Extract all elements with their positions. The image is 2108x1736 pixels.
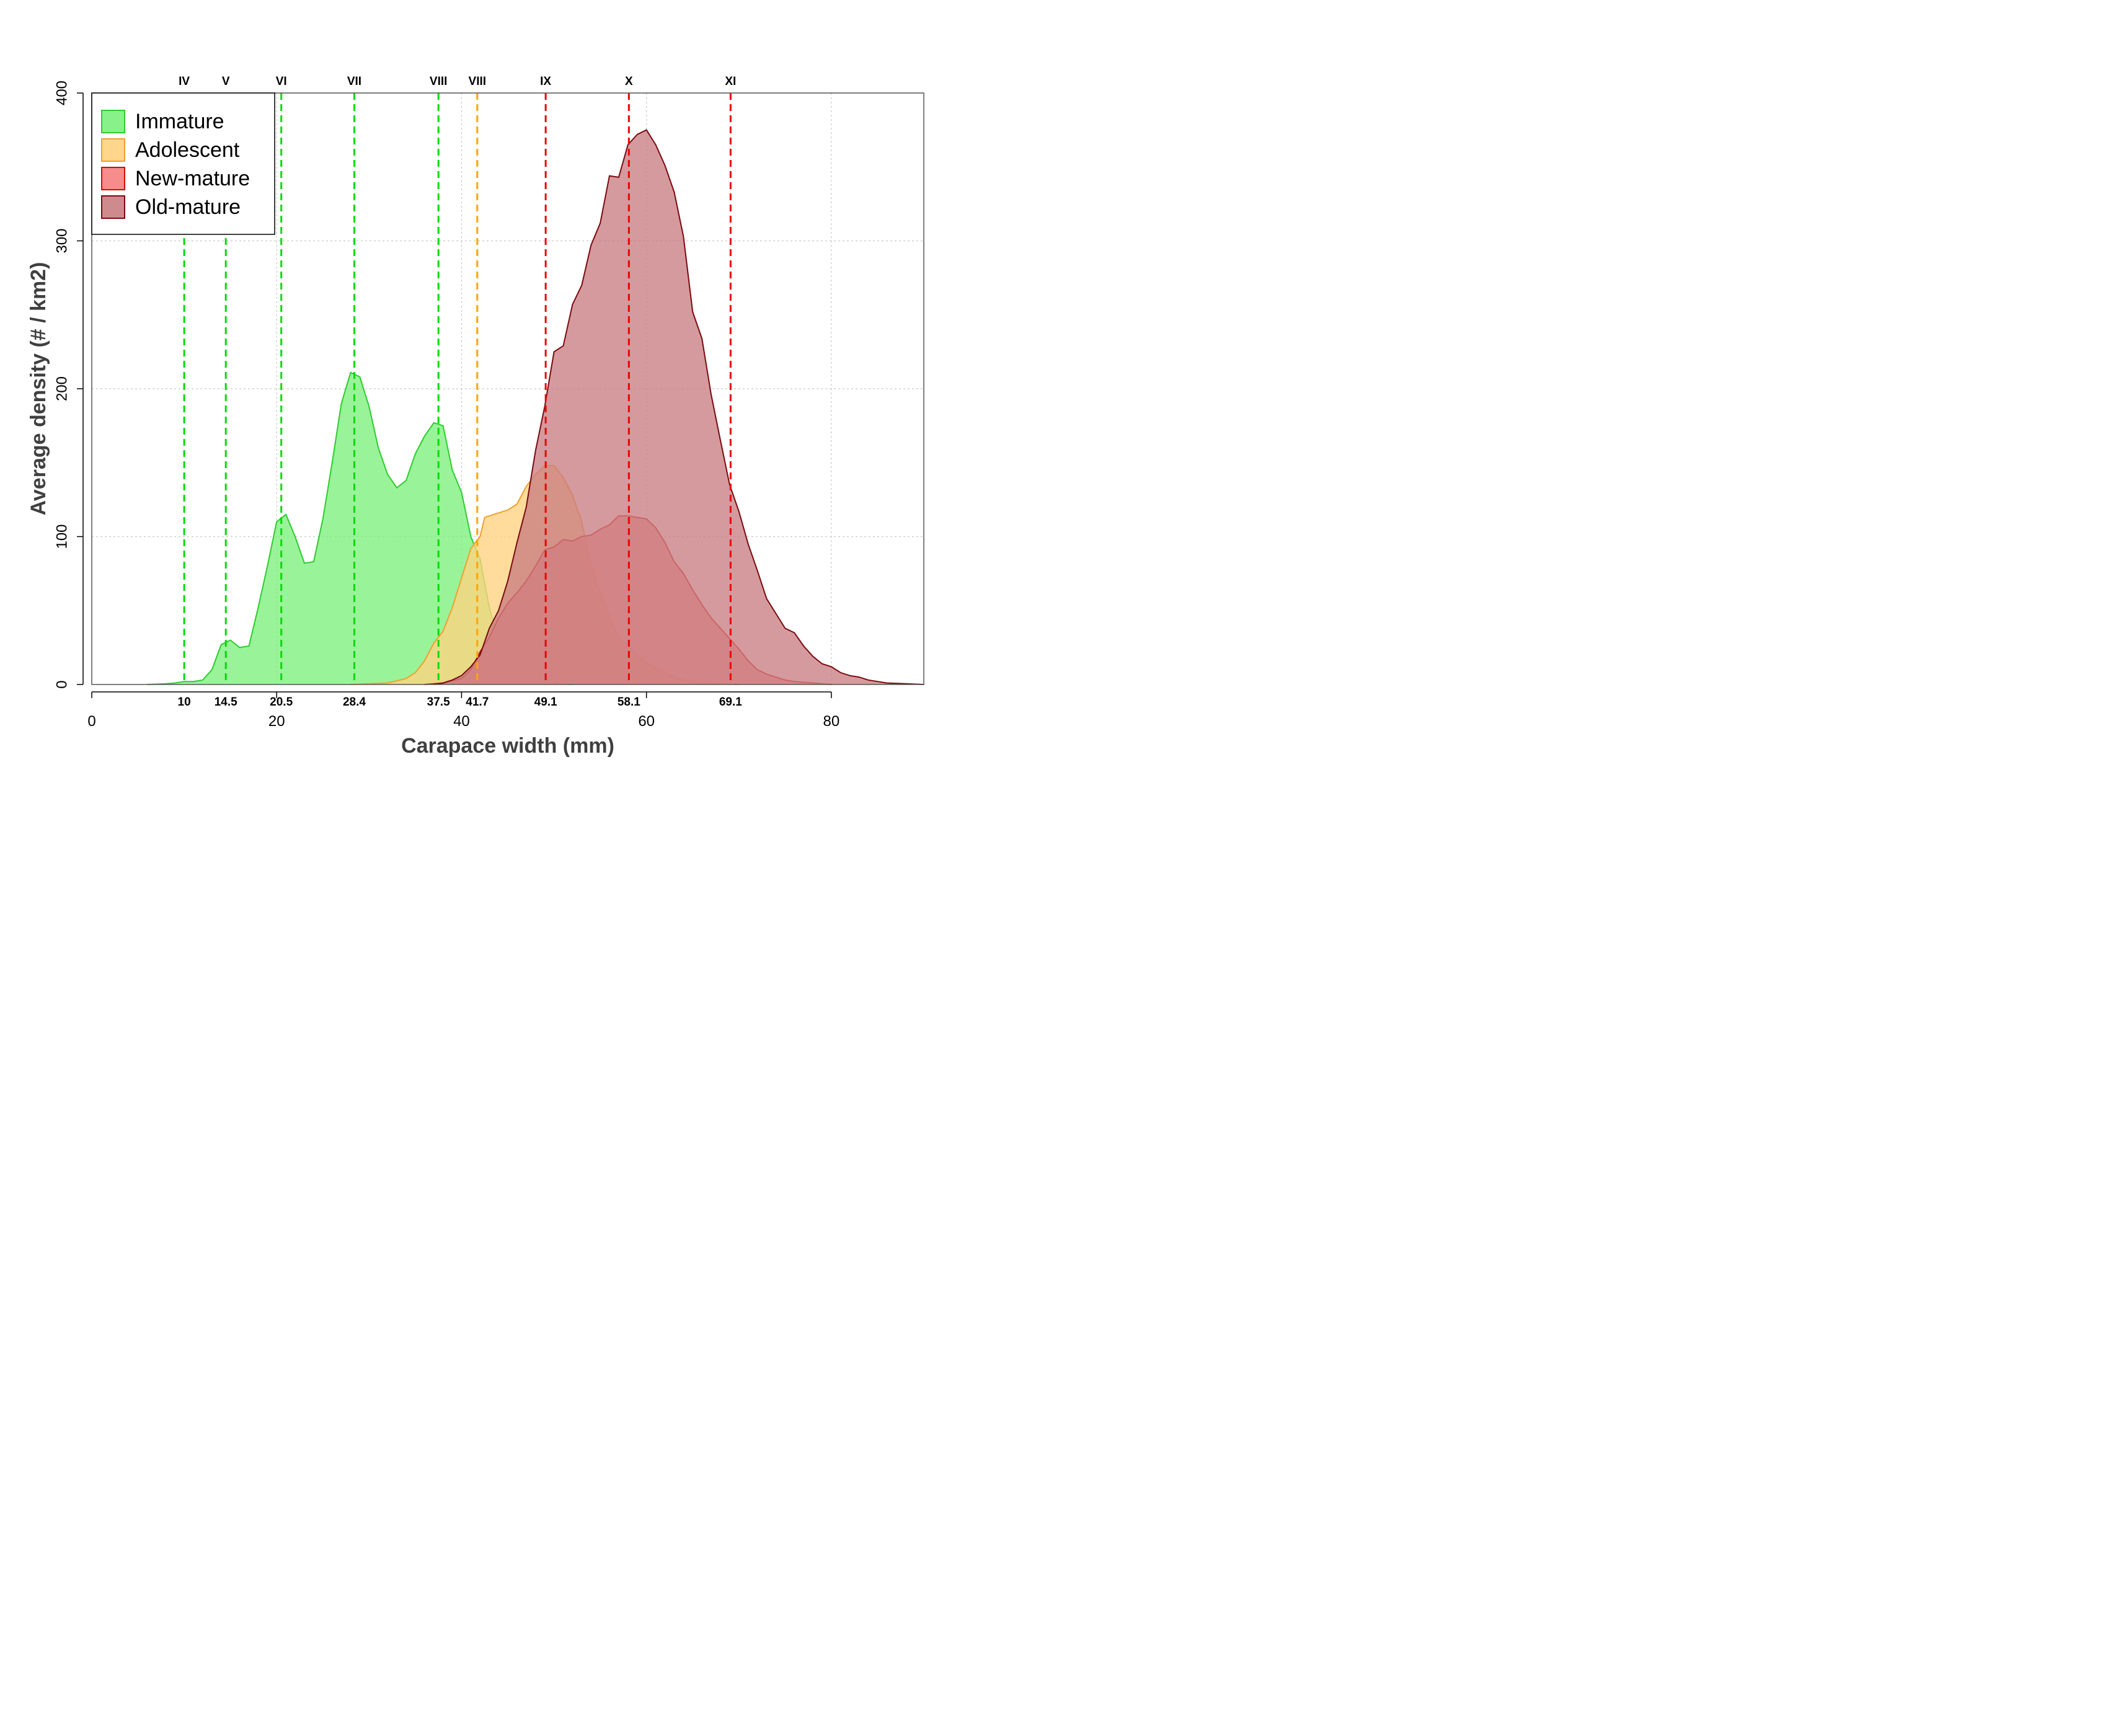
line-old-mature — [433, 129, 924, 685]
molt-stage-label-6: IX — [540, 75, 551, 88]
x-tick-label-80: 80 — [823, 713, 840, 730]
legend-swatch-immature — [101, 110, 125, 133]
legend-label-new-mature: New-mature — [135, 167, 250, 190]
molt-value-label-5: 41.7 — [466, 696, 489, 709]
legend-swatch-old-mature — [101, 195, 125, 219]
legend-label-adolescent: Adolescent — [135, 138, 240, 162]
x-tick-label-0: 0 — [87, 713, 95, 730]
chart: IV 10 V 14.5 VI 20.5 VII 28.4 VIII 37.5 VIII 41.7 IX… — [27, 75, 924, 758]
legend-label-immature: Immature — [135, 110, 224, 133]
molt-value-label-8: 69.1 — [719, 696, 742, 709]
area-old-mature — [433, 130, 924, 685]
y-tick-label-300: 300 — [54, 228, 71, 253]
x-axis-title: Carapace width (mm) — [401, 734, 614, 758]
molt-stage-label-4: VIII — [430, 75, 448, 88]
x-tick-label-60: 60 — [638, 713, 655, 730]
molt-value-label-2: 20.5 — [270, 696, 293, 709]
x-tick-label-20: 20 — [268, 713, 285, 730]
molt-value-label-1: 14.5 — [215, 696, 237, 709]
molt-value-label-7: 58.1 — [618, 696, 640, 709]
molt-stage-label-1: V — [222, 75, 230, 88]
molt-value-label-6: 49.1 — [534, 696, 557, 709]
axes: 0 20 40 60 80 0 100 200 300 400 — [54, 81, 840, 730]
molt-stage-label-5: VIII — [469, 75, 487, 88]
molt-stage-label-0: IV — [179, 75, 190, 88]
molt-stage-label-2: VI — [276, 75, 287, 88]
y-tick-label-200: 200 — [54, 376, 71, 401]
molt-value-label-3: 28.4 — [343, 696, 366, 709]
y-tick-label-400: 400 — [54, 81, 71, 105]
y-tick-label-0: 0 — [54, 680, 71, 688]
molt-value-label-4: 37.5 — [427, 696, 450, 709]
legend-swatch-new-mature — [101, 167, 125, 190]
x-tick-label-40: 40 — [453, 713, 470, 730]
molt-stage-label-7: X — [625, 75, 633, 88]
legend: Immature Adolescent New-mature Old-mature — [91, 92, 275, 235]
y-axis-title: Average density (# / km2) — [27, 262, 50, 516]
molt-stage-label-3: VII — [347, 75, 361, 88]
molt-stage-label-8: XI — [725, 75, 736, 88]
legend-label-old-mature: Old-mature — [135, 195, 241, 219]
molt-lines: IV 10 V 14.5 VI 20.5 VII 28.4 VIII 37.5 VIII 41.7 IX… — [178, 75, 743, 709]
plot-frame — [91, 92, 924, 685]
y-tick-label-100: 100 — [54, 524, 71, 549]
legend-swatch-adolescent — [101, 138, 125, 162]
molt-value-label-0: 10 — [178, 696, 191, 709]
